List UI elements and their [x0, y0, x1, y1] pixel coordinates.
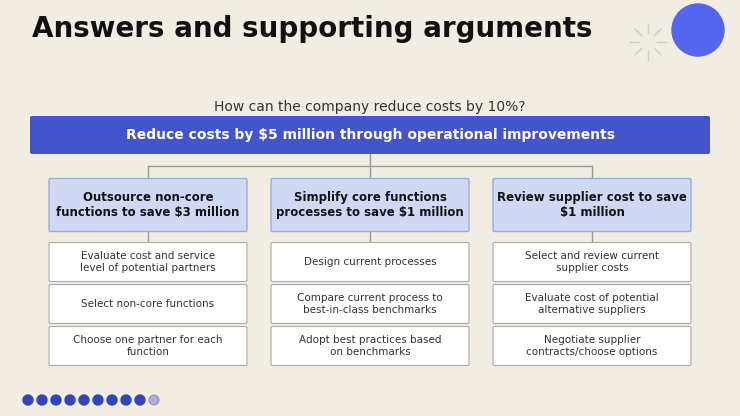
FancyBboxPatch shape — [493, 327, 691, 366]
Circle shape — [135, 395, 145, 405]
Circle shape — [79, 395, 89, 405]
Text: Review supplier cost to save
$1 million: Review supplier cost to save $1 million — [497, 191, 687, 219]
Text: Simplify core functions
processes to save $1 million: Simplify core functions processes to sav… — [276, 191, 464, 219]
Circle shape — [672, 4, 724, 56]
Circle shape — [37, 395, 47, 405]
Text: Choose one partner for each
function: Choose one partner for each function — [73, 335, 223, 357]
Text: Evaluate cost of potential
alternative suppliers: Evaluate cost of potential alternative s… — [525, 293, 659, 315]
Text: Negotiate supplier
contracts/choose options: Negotiate supplier contracts/choose opti… — [526, 335, 658, 357]
Circle shape — [107, 395, 117, 405]
Circle shape — [149, 395, 159, 405]
FancyBboxPatch shape — [493, 243, 691, 282]
FancyBboxPatch shape — [271, 327, 469, 366]
Circle shape — [93, 395, 103, 405]
Circle shape — [121, 395, 131, 405]
FancyBboxPatch shape — [30, 116, 710, 154]
Circle shape — [65, 395, 75, 405]
Circle shape — [23, 395, 33, 405]
Circle shape — [51, 395, 61, 405]
Text: Select non-core functions: Select non-core functions — [81, 299, 215, 309]
Text: Select and review current
supplier costs: Select and review current supplier costs — [525, 251, 659, 273]
FancyBboxPatch shape — [49, 285, 247, 324]
Text: Compare current process to
best-in-class benchmarks: Compare current process to best-in-class… — [297, 293, 443, 315]
FancyBboxPatch shape — [271, 285, 469, 324]
FancyBboxPatch shape — [49, 243, 247, 282]
Text: Reduce costs by $5 million through operational improvements: Reduce costs by $5 million through opera… — [126, 128, 614, 142]
FancyBboxPatch shape — [271, 243, 469, 282]
Text: Adopt best practices based
on benchmarks: Adopt best practices based on benchmarks — [299, 335, 441, 357]
FancyBboxPatch shape — [271, 178, 469, 231]
Text: Design current processes: Design current processes — [303, 257, 437, 267]
Text: How can the company reduce costs by 10%?: How can the company reduce costs by 10%? — [215, 100, 525, 114]
FancyBboxPatch shape — [493, 285, 691, 324]
FancyBboxPatch shape — [49, 178, 247, 231]
Text: Outsource non-core
functions to save $3 million: Outsource non-core functions to save $3 … — [56, 191, 240, 219]
FancyBboxPatch shape — [493, 178, 691, 231]
FancyBboxPatch shape — [49, 327, 247, 366]
Text: Evaluate cost and service
level of potential partners: Evaluate cost and service level of poten… — [80, 251, 216, 273]
Text: Answers and supporting arguments: Answers and supporting arguments — [32, 15, 593, 43]
